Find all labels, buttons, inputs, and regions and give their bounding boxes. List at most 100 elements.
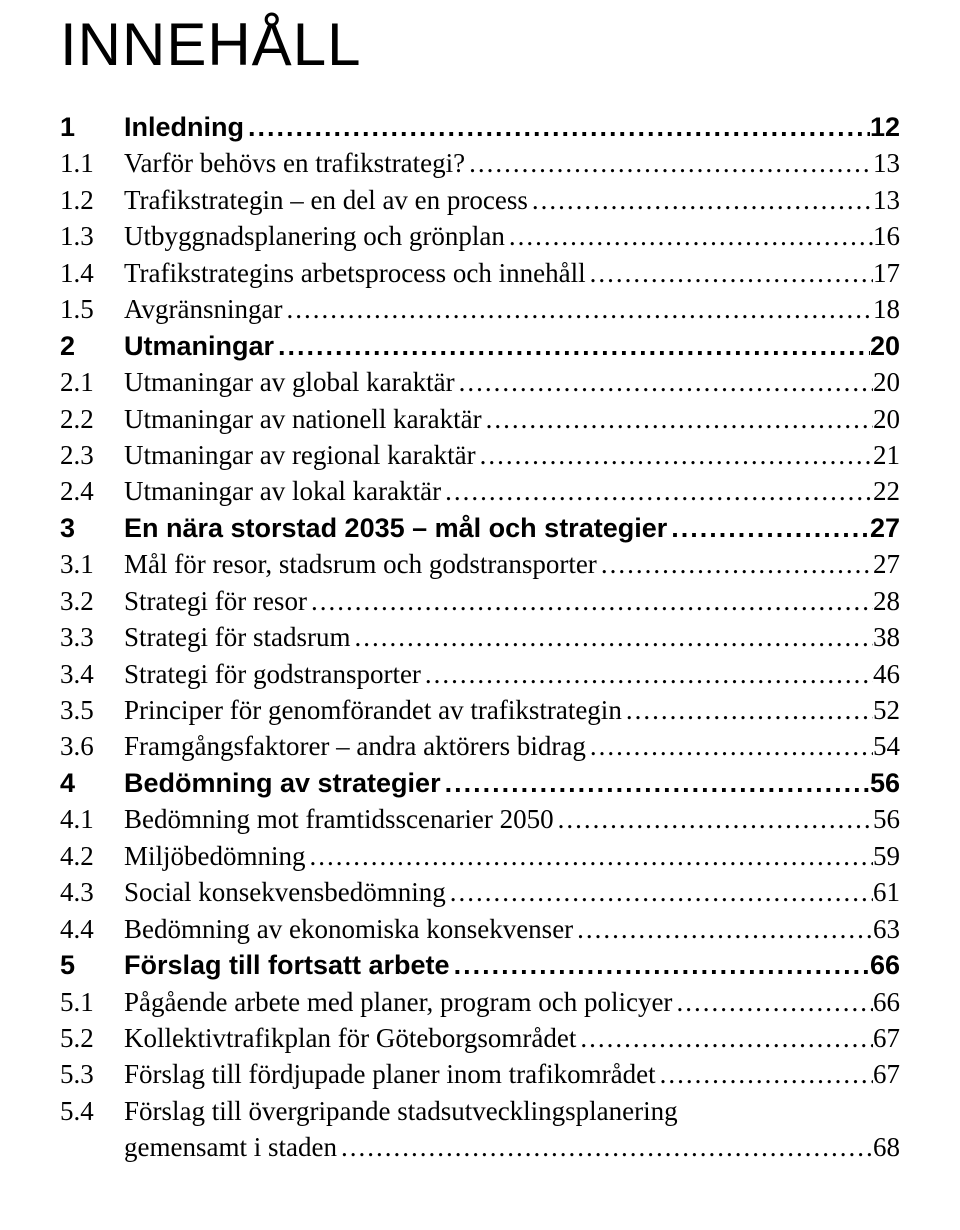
toc-leader [244, 109, 870, 145]
toc-leader [337, 1129, 873, 1165]
toc-list: 1Inledning121.1Varför behövs en trafikst… [60, 109, 900, 1166]
toc-text: Trafikstrategins arbetsprocess och inneh… [124, 255, 586, 291]
toc-text: Utbyggnadsplanering och grönplan [124, 218, 505, 254]
toc-page-number: 66 [870, 947, 900, 983]
toc-leader [350, 619, 873, 655]
toc-text: Pågående arbete med planer, program och … [124, 984, 672, 1020]
toc-leader [505, 218, 873, 254]
toc-page: INNEHÅLL 1Inledning121.1Varför behövs en… [0, 0, 960, 1206]
toc-row: 3.3Strategi för stadsrum38 [60, 619, 900, 655]
toc-leader [306, 838, 874, 874]
toc-page-number: 67 [873, 1020, 900, 1056]
toc-number: 2.4 [60, 473, 124, 509]
toc-page-number: 17 [873, 255, 900, 291]
toc-row: 2.1Utmaningar av global karaktär20 [60, 364, 900, 400]
toc-number: 1.5 [60, 291, 124, 327]
toc-number: 2.2 [60, 401, 124, 437]
toc-row: 4.3Social konsekvensbedömning61 [60, 874, 900, 910]
toc-leader [455, 364, 873, 400]
toc-leader [441, 473, 873, 509]
toc-page-number: 27 [873, 546, 900, 582]
toc-leader [465, 145, 873, 181]
toc-leader [450, 947, 870, 983]
toc-page-number: 46 [873, 656, 900, 692]
toc-leader [441, 765, 870, 801]
toc-text: Social konsekvensbedömning [124, 874, 446, 910]
toc-row: 3.6Framgångsfaktorer – andra aktörers bi… [60, 728, 900, 764]
toc-page-number: 59 [873, 838, 900, 874]
toc-text: Varför behövs en trafikstrategi? [124, 145, 465, 181]
toc-number: 2.3 [60, 437, 124, 473]
toc-leader [622, 692, 873, 728]
toc-leader [528, 182, 873, 218]
toc-text: Förslag till fördjupade planer inom traf… [124, 1056, 656, 1092]
toc-leader [482, 401, 873, 437]
toc-page-number: 68 [873, 1129, 900, 1165]
toc-number: 3.4 [60, 656, 124, 692]
toc-text: En nära storstad 2035 – mål och strategi… [124, 510, 667, 546]
toc-text: Utmaningar av regional karaktär [124, 437, 476, 473]
toc-number: 3.6 [60, 728, 124, 764]
toc-number: 3.5 [60, 692, 124, 728]
toc-row: 1.2Trafikstrategin – en del av en proces… [60, 182, 900, 218]
toc-text: Trafikstrategin – en del av en process [124, 182, 528, 218]
toc-number: 3 [60, 510, 124, 546]
toc-number: 5.2 [60, 1020, 124, 1056]
toc-row: 3.1Mål för resor, stadsrum och godstrans… [60, 546, 900, 582]
toc-leader [446, 874, 873, 910]
toc-page-number: 13 [873, 145, 900, 181]
toc-page-number: 28 [873, 583, 900, 619]
toc-leader [476, 437, 873, 473]
toc-row: 2.3Utmaningar av regional karaktär 21 [60, 437, 900, 473]
toc-text: Strategi för godstransporter [124, 656, 421, 692]
toc-page-number: 56 [873, 801, 900, 837]
toc-number: 5.1 [60, 984, 124, 1020]
toc-text: Utmaningar [124, 328, 274, 364]
toc-leader [586, 255, 873, 291]
toc-number: 1.3 [60, 218, 124, 254]
toc-page-number: 20 [873, 364, 900, 400]
toc-row: 4.4Bedömning av ekonomiska konsekvenser6… [60, 911, 900, 947]
toc-row: 4Bedömning av strategier56 [60, 765, 900, 801]
toc-number: 5 [60, 947, 124, 983]
toc-leader [307, 583, 873, 619]
toc-text: Strategi för resor [124, 583, 307, 619]
toc-text: Bedömning mot framtidsscenarier 2050 [124, 801, 554, 837]
toc-text-continuation: gemensamt i staden [124, 1129, 337, 1165]
toc-row: 5.2Kollektivtrafikplan för Göteborgsområ… [60, 1020, 900, 1056]
toc-row: 1.1Varför behövs en trafikstrategi? 13 [60, 145, 900, 181]
toc-text: Framgångsfaktorer – andra aktörers bidra… [124, 728, 586, 764]
toc-page-number: 21 [873, 437, 900, 473]
toc-number: 1.1 [60, 145, 124, 181]
toc-number: 4.1 [60, 801, 124, 837]
toc-text: Kollektivtrafikplan för Göteborgsområdet [124, 1020, 576, 1056]
toc-leader [672, 984, 873, 1020]
toc-number: 1.4 [60, 255, 124, 291]
toc-leader [573, 911, 873, 947]
page-title: INNEHÅLL [60, 10, 900, 79]
toc-text: Utmaningar av lokal karaktär [124, 473, 441, 509]
toc-row: 3.5Principer för genomförandet av trafik… [60, 692, 900, 728]
toc-text: Principer för genomförandet av trafikstr… [124, 692, 622, 728]
toc-page-number: 27 [870, 510, 900, 546]
toc-text: Inledning [124, 109, 244, 145]
toc-page-number: 54 [873, 728, 900, 764]
toc-number: 2 [60, 328, 124, 364]
toc-row: 1Inledning12 [60, 109, 900, 145]
toc-number: 4.2 [60, 838, 124, 874]
toc-number: 4.3 [60, 874, 124, 910]
toc-number: 4 [60, 765, 124, 801]
toc-page-number: 22 [873, 473, 900, 509]
toc-leader [274, 328, 870, 364]
toc-row: 3.4Strategi för godstransporter 46 [60, 656, 900, 692]
toc-text: Miljöbedömning [124, 838, 306, 874]
toc-page-number: 13 [873, 182, 900, 218]
toc-row: 5.4Förslag till övergripande stadsutveck… [60, 1093, 900, 1129]
toc-text: Utmaningar av nationell karaktär [124, 401, 482, 437]
toc-leader [667, 510, 870, 546]
toc-row: 4.1Bedömning mot framtidsscenarier 2050 5… [60, 801, 900, 837]
toc-leader [421, 656, 873, 692]
toc-row: 1.4Trafikstrategins arbetsprocess och in… [60, 255, 900, 291]
toc-page-number: 38 [873, 619, 900, 655]
toc-row: 1.3Utbyggnadsplanering och grönplan16 [60, 218, 900, 254]
